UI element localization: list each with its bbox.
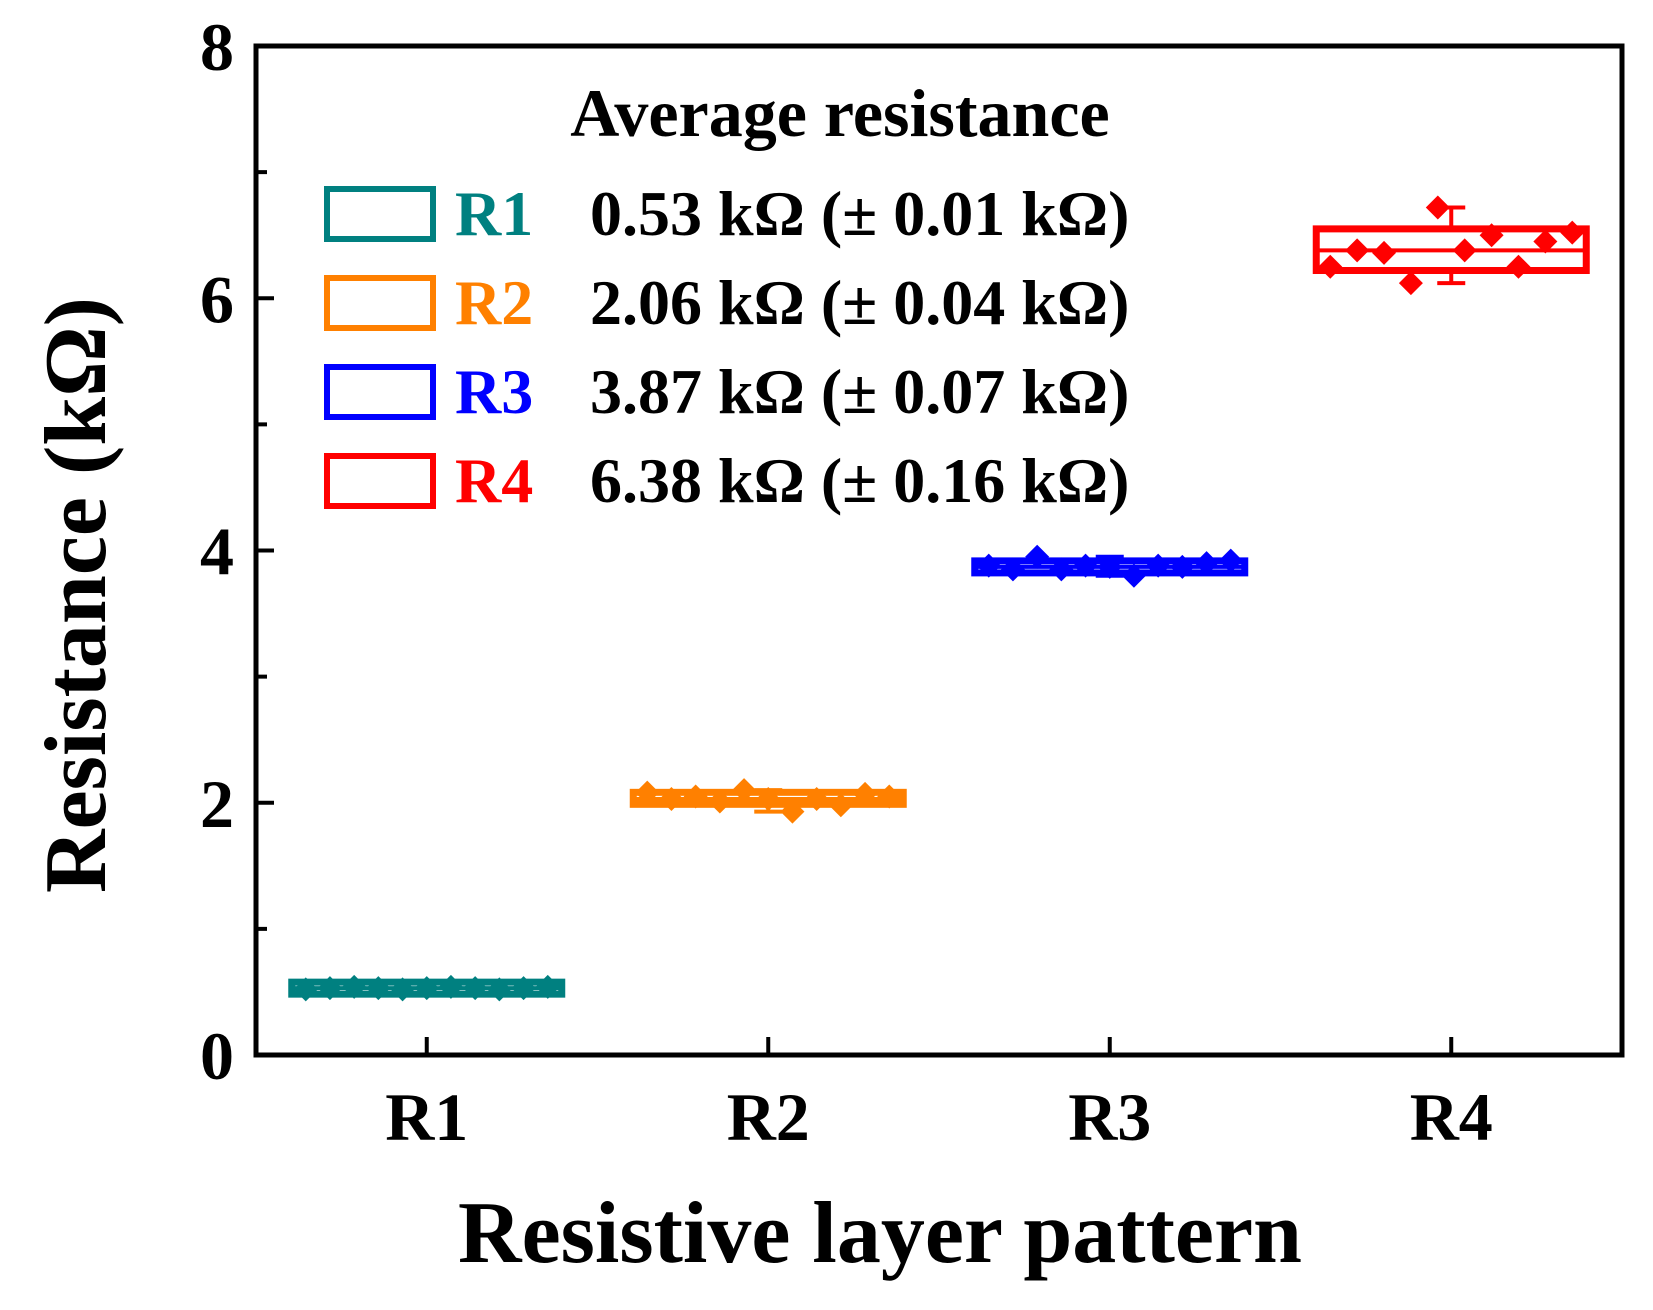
data-point: [366, 976, 391, 1001]
legend-swatch-r3: [324, 364, 436, 420]
legend-title: Average resistance: [570, 75, 1109, 151]
data-point: [414, 976, 439, 1001]
data-point: [659, 786, 684, 811]
legend-value-r1: 0.53 kΩ (± 0.01 kΩ): [590, 178, 1129, 249]
data-point: [877, 784, 902, 809]
data-point: [487, 977, 512, 1002]
data-point: [1533, 229, 1558, 254]
x-tick-label: R4: [1410, 1079, 1493, 1155]
legend-value-r3: 3.87 kΩ (± 0.07 kΩ): [590, 356, 1129, 427]
data-point: [1170, 554, 1195, 579]
box-group-r4: [1312, 195, 1590, 296]
data-point: [1025, 544, 1050, 569]
data-point: [1345, 238, 1370, 263]
y-tick-label: 6: [200, 261, 234, 337]
legend-swatch-r1: [324, 186, 436, 242]
legend-name-r3: R3: [455, 356, 533, 427]
data-point: [1097, 554, 1122, 579]
data-point: [1121, 563, 1146, 588]
data-point: [463, 976, 488, 1001]
y-tick-label: 2: [200, 766, 234, 842]
data-point: [1000, 557, 1025, 582]
data-point: [1146, 553, 1171, 578]
y-axis-label: Resistance (kΩ): [28, 297, 125, 893]
data-point: [853, 781, 878, 806]
legend-value-r2: 2.06 kΩ (± 0.04 kΩ): [590, 267, 1129, 338]
legend-swatch-r4: [324, 453, 436, 509]
x-axis-label: Resistive layer pattern: [458, 1185, 1302, 1282]
y-tick-label: 4: [200, 514, 234, 590]
box-group-r2: [629, 778, 907, 824]
data-point: [732, 778, 757, 803]
data-point: [828, 793, 853, 818]
legend-value-r4: 6.38 kΩ (± 0.16 kΩ): [590, 445, 1129, 516]
data-point: [635, 780, 660, 805]
data-point: [1506, 254, 1531, 279]
plot-content: [288, 195, 1590, 1002]
y-axis: 0 2 4 6 8: [200, 9, 274, 1094]
data-point: [756, 786, 781, 811]
x-tick-label: R1: [385, 1079, 468, 1155]
data-point: [683, 784, 708, 809]
y-tick-label: 0: [200, 1018, 234, 1094]
legend-name-r2: R2: [455, 267, 533, 338]
data-point: [707, 789, 732, 814]
data-point: [1372, 240, 1397, 265]
legend-name-r4: R4: [455, 445, 533, 516]
data-point: [438, 974, 463, 999]
data-point: [342, 974, 367, 999]
data-point: [804, 786, 829, 811]
y-tick-label: 8: [200, 9, 234, 85]
legend: Average resistance R1 0.53 kΩ (± 0.01 kΩ)…: [324, 75, 1129, 516]
data-point: [1560, 220, 1585, 245]
data-point: [976, 553, 1001, 578]
data-point: [293, 977, 318, 1002]
data-point: [535, 974, 560, 999]
legend-name-r1: R1: [455, 178, 533, 249]
data-point: [1425, 195, 1450, 220]
x-tick-label: R3: [1068, 1079, 1151, 1155]
box-group-r3: [971, 544, 1249, 588]
data-point: [1452, 238, 1477, 263]
data-point: [1073, 553, 1098, 578]
legend-swatch-r2: [324, 275, 436, 331]
box-group-r1: [288, 974, 566, 1002]
data-point: [1049, 557, 1074, 582]
data-point: [1398, 271, 1423, 296]
data-point: [780, 799, 805, 824]
data-point: [1194, 551, 1219, 576]
data-point: [1479, 223, 1504, 248]
x-axis: R1 R2 R3 R4: [385, 1037, 1493, 1155]
data-point: [1218, 548, 1243, 573]
data-point: [317, 976, 342, 1001]
data-point: [1318, 254, 1343, 279]
data-point: [511, 976, 536, 1001]
data-point: [390, 977, 415, 1002]
x-tick-label: R2: [727, 1079, 810, 1155]
